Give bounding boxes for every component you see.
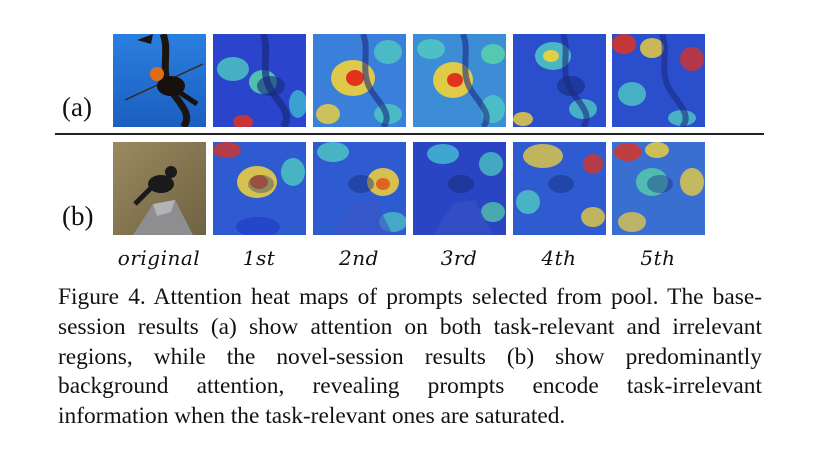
heatmap-a-2nd — [313, 34, 406, 127]
heatmap-a-1st — [213, 34, 306, 127]
heatmap-b-3rd — [413, 142, 506, 235]
column-label-2nd: 2nd — [339, 246, 379, 270]
heatmap-b-2nd — [313, 142, 406, 235]
heatmap-a-5th — [612, 34, 705, 127]
heatmap-a-3rd — [413, 34, 506, 127]
column-label-5th: 5th — [640, 246, 676, 270]
column-label-1st: 1st — [242, 246, 276, 270]
heatmap-b-4th — [513, 142, 606, 235]
image-a-original — [113, 34, 206, 127]
row-label-b: (b) — [62, 201, 94, 231]
image-b-original — [113, 142, 206, 235]
row-label-a: (a) — [62, 92, 92, 122]
column-label-4th: 4th — [541, 246, 577, 270]
heatmap-b-1st — [213, 142, 306, 235]
figure-caption: Figure 4. Attention heat maps of prompts… — [58, 284, 762, 430]
heatmap-b-5th — [612, 142, 705, 235]
column-label-original: original — [117, 246, 201, 270]
row-divider — [55, 133, 764, 135]
heatmap-a-4th — [513, 34, 606, 127]
column-label-3rd: 3rd — [440, 246, 478, 270]
